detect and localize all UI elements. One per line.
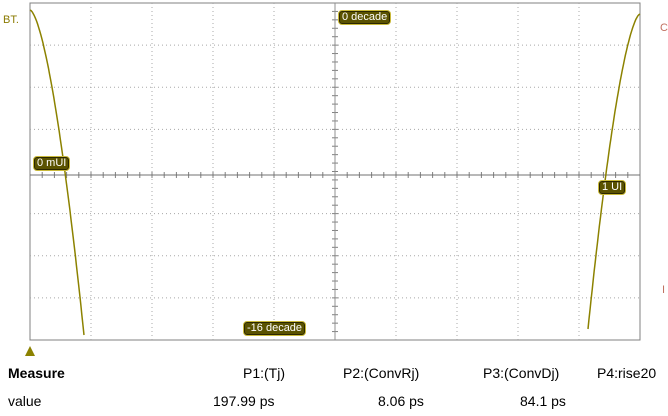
measure-header: Measure bbox=[8, 365, 65, 381]
measure-row-label: value bbox=[8, 393, 42, 409]
measure-table: Measure value P1:(Tj) 197.99 ps P2:(Conv… bbox=[0, 360, 668, 416]
right-edge-marker: I bbox=[662, 284, 666, 296]
trace-label-right: C bbox=[660, 22, 668, 34]
bathtub-curve-right bbox=[587, 13, 641, 330]
trace-label-left: BT. bbox=[3, 14, 19, 26]
column-p2-name: P2:(ConvRj) bbox=[343, 365, 420, 381]
bathtub-curve-left bbox=[29, 9, 85, 336]
column-p1-name: P1:(Tj) bbox=[243, 365, 285, 381]
column-p3-value: 84.1 ps bbox=[520, 393, 566, 409]
trigger-marker-icon bbox=[25, 346, 35, 356]
column-p4-name: P4:rise20 bbox=[597, 365, 657, 381]
marker-right-ui[interactable]: 1 UI bbox=[598, 180, 627, 195]
column-p3-name: P3:(ConvDj) bbox=[483, 365, 560, 381]
bathtub-plot bbox=[25, 2, 641, 356]
marker-bottom-decade[interactable]: -16 decade bbox=[243, 321, 307, 336]
marker-top-decade[interactable]: 0 decade bbox=[338, 10, 392, 25]
column-p2-value: 8.06 ps bbox=[378, 393, 424, 409]
column-p1-value: 197.99 ps bbox=[213, 393, 275, 409]
marker-left-mui[interactable]: 0 mUI bbox=[33, 156, 71, 171]
